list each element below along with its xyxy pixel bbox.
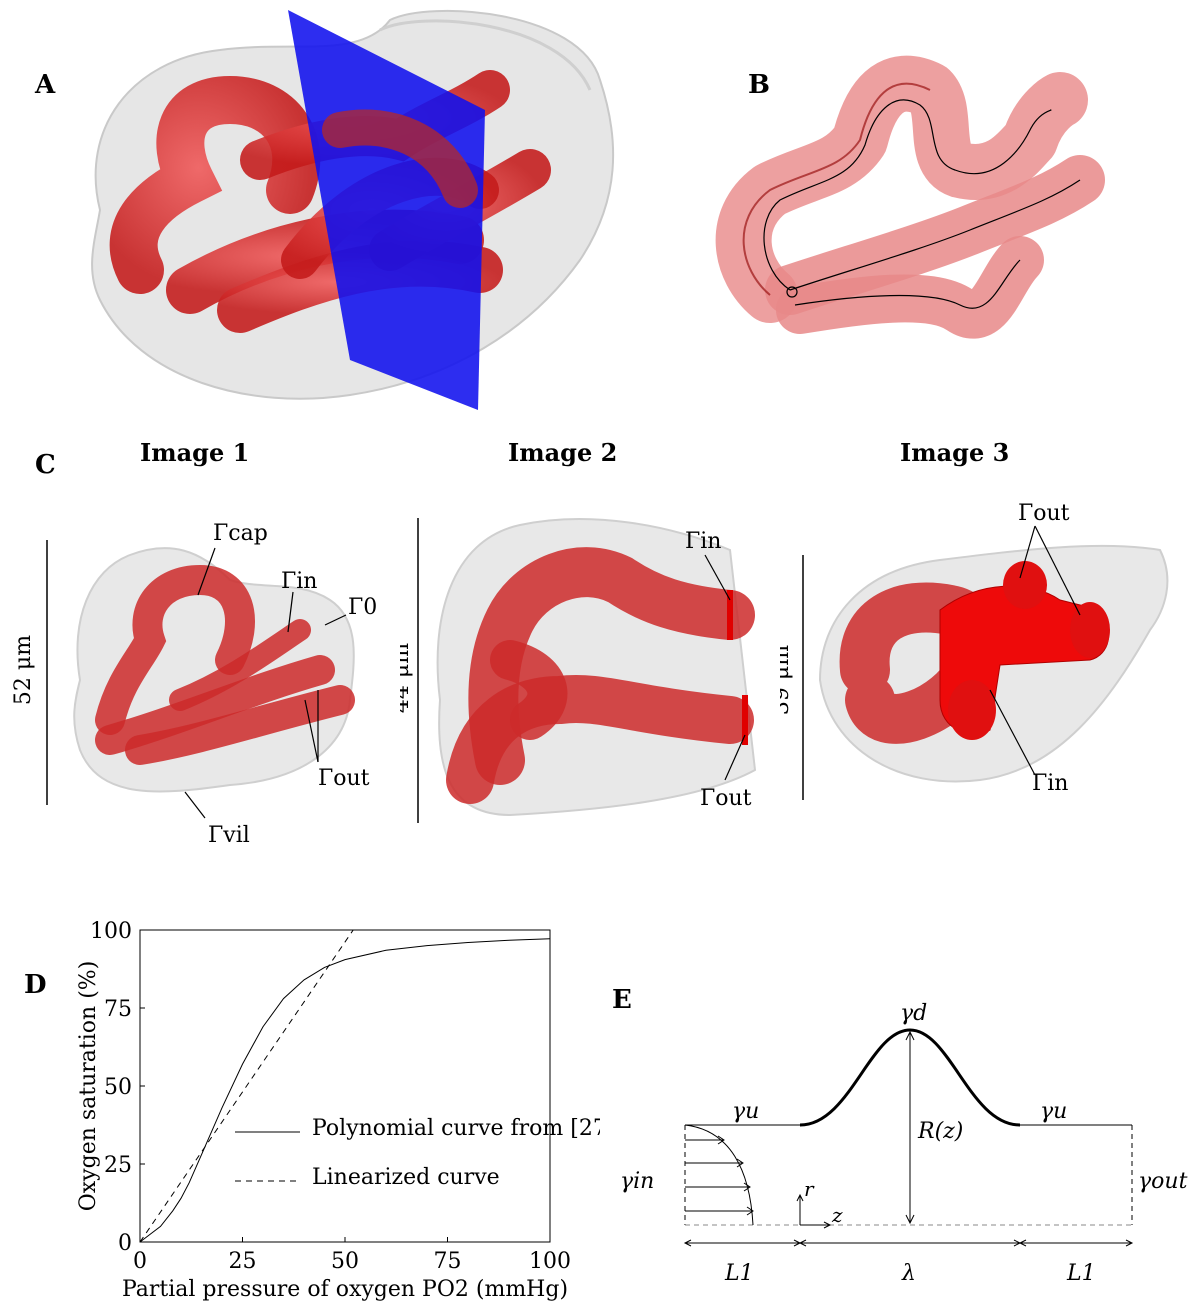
label-L1-left: L1 (724, 1261, 754, 1286)
x-tick-label: 75 (434, 1249, 462, 1274)
chart-legend: Polynomial curve from [27] Linearized cu… (235, 1116, 600, 1190)
label-gamma-vil-1: Γvil (208, 823, 250, 848)
panel-d-chart: 0 25 50 75 100 0 25 50 75 100 Polynomial curve f… (76, 919, 600, 1302)
y-tick-label: 50 (104, 1075, 132, 1100)
scale-label-3: 39 μm (780, 645, 794, 715)
legend-label-polynomial: Polynomial curve from [27] (312, 1116, 600, 1141)
cutting-plane (288, 10, 485, 410)
image-1-title: Image 1 (140, 438, 250, 467)
panel-e-diagram: γd γu γu R(z) γin γout r z L1 λ L1 (620, 1001, 1188, 1286)
series-line-polynomial (139, 938, 551, 1243)
image-1-render: 52 μm Γcap Γin Γ0 Γout Γvil (11, 521, 377, 848)
label-z-axis: z (831, 1203, 843, 1227)
label-gamma-u-left: γu (732, 1099, 759, 1124)
scale-label-1: 52 μm (11, 635, 36, 705)
label-gamma-in-1: Γin (281, 569, 317, 594)
scale-label-2: 44 μm (400, 643, 414, 713)
panel-label-d: D (24, 970, 47, 1000)
image-3-render: 39 μm Γout Γin (780, 501, 1169, 800)
image-2-render: 44 μm Γin Γout (400, 518, 757, 823)
y-axis-label: Oxygen saturation (%) (76, 961, 101, 1212)
capillary-tube (715, 55, 1105, 339)
x-tick-label: 0 (133, 1249, 147, 1274)
y-tick-label: 25 (104, 1153, 132, 1178)
series-line-linearized (139, 929, 354, 1243)
x-tick-label: 25 (229, 1249, 257, 1274)
label-gamma-u-right: γu (1040, 1099, 1067, 1124)
panel-a-render (91, 9, 615, 410)
plot-frame (139, 929, 551, 1243)
x-tick-label: 100 (529, 1249, 571, 1274)
y-tick-label: 100 (90, 919, 132, 944)
label-gamma-out-2: Γout (700, 786, 752, 811)
label-lambda: λ (901, 1261, 916, 1286)
label-gamma-in: γin (620, 1169, 654, 1194)
x-tick-label: 50 (331, 1249, 359, 1274)
y-axis-ticks: 0 25 50 75 100 (90, 919, 145, 1256)
velocity-arrows (685, 1135, 754, 1216)
label-gamma-out-1: Γout (318, 766, 370, 791)
panel-b-render (715, 55, 1105, 339)
label-L1-right: L1 (1066, 1261, 1096, 1286)
panel-label-a: A (35, 70, 56, 100)
label-gamma-zero-1: Γ0 (348, 595, 377, 620)
centerline-skeleton (763, 99, 1081, 309)
dimension-lines (683, 1239, 1134, 1247)
label-gamma-in-2: Γin (685, 529, 721, 554)
y-tick-label: 75 (104, 997, 132, 1022)
label-gamma-in-3: Γin (1032, 771, 1068, 796)
panel-label-c: C (35, 450, 56, 480)
legend-label-linearized: Linearized curve (312, 1165, 500, 1190)
label-gamma-out: γout (1138, 1169, 1188, 1194)
panel-label-b: B (748, 70, 770, 100)
bump-boundary (799, 1028, 1021, 1127)
label-gamma-cap-1: Γcap (213, 521, 268, 546)
image-2-title: Image 2 (508, 438, 618, 467)
label-r-axis: r (804, 1177, 815, 1201)
y-tick-label: 0 (118, 1231, 132, 1256)
label-gamma-d: γd (900, 1001, 927, 1026)
series-group (139, 929, 551, 1243)
label-R: R(z) (917, 1119, 963, 1144)
image-3-title: Image 3 (900, 438, 1010, 467)
x-axis-ticks: 0 25 50 75 100 (133, 1237, 571, 1274)
panel-label-e: E (612, 985, 632, 1015)
x-axis-label: Partial pressure of oxygen PO2 (mmHg) (122, 1277, 568, 1302)
label-gamma-out-3: Γout (1018, 501, 1070, 526)
